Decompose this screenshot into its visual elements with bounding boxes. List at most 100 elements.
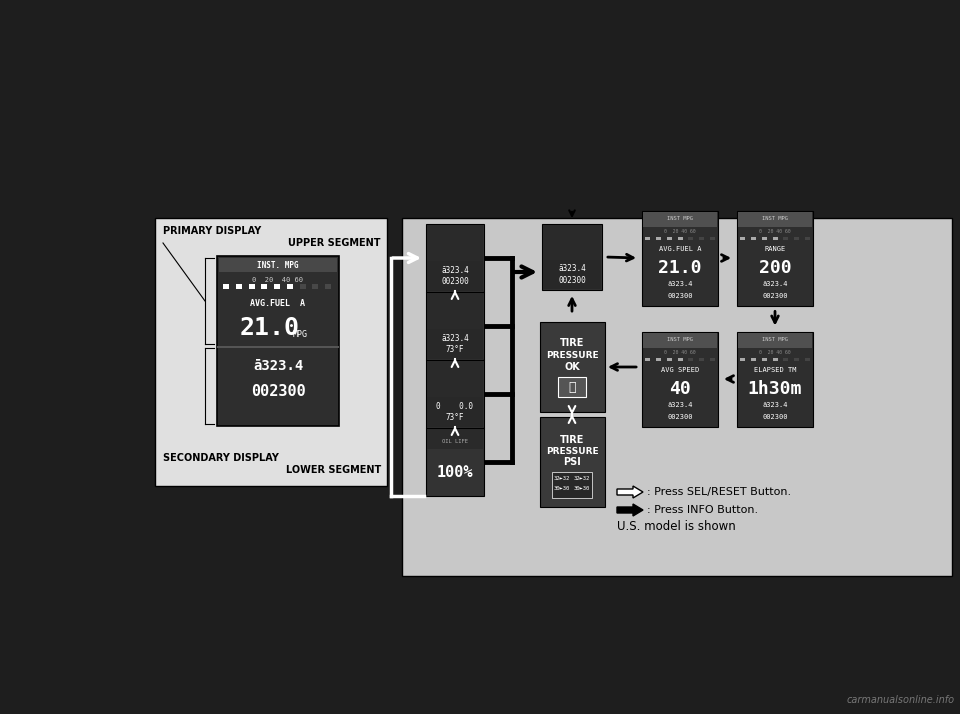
Bar: [666, 237, 672, 240]
Text: 21.0: 21.0: [659, 258, 702, 276]
Bar: [219, 258, 337, 272]
Text: TIRE: TIRE: [560, 435, 585, 445]
Bar: [427, 361, 483, 398]
Text: U.S. model is shown: U.S. model is shown: [617, 521, 735, 533]
Bar: [427, 429, 483, 449]
Text: RANGE: RANGE: [764, 246, 785, 253]
Bar: [656, 358, 660, 361]
Text: ā323.4: ā323.4: [667, 281, 693, 286]
Text: 40: 40: [669, 380, 691, 398]
Bar: [558, 377, 586, 397]
Bar: [783, 358, 788, 361]
Text: 002300: 002300: [442, 277, 468, 286]
Text: 73°F: 73°F: [445, 413, 465, 422]
Text: 002300: 002300: [667, 293, 693, 299]
Bar: [737, 331, 813, 426]
Text: 0  20 40 60: 0 20 40 60: [664, 350, 696, 355]
Text: INST MPG: INST MPG: [762, 337, 788, 342]
Text: ā323.4: ā323.4: [558, 264, 586, 273]
Text: 200: 200: [758, 258, 791, 276]
Bar: [773, 237, 778, 240]
Bar: [761, 237, 767, 240]
Bar: [805, 237, 810, 240]
Text: 002300: 002300: [251, 383, 305, 398]
Bar: [543, 261, 601, 289]
Bar: [699, 237, 705, 240]
Bar: [402, 218, 952, 576]
Text: AVG SPEED: AVG SPEED: [660, 368, 699, 373]
Text: 0  20  40 60: 0 20 40 60: [252, 277, 303, 283]
Text: LOWER SEGMENT: LOWER SEGMENT: [286, 465, 381, 475]
Bar: [155, 218, 387, 486]
Bar: [751, 358, 756, 361]
Bar: [325, 284, 331, 289]
Text: INST. MPG: INST. MPG: [257, 261, 299, 269]
Bar: [426, 224, 484, 292]
Text: 32►32: 32►32: [574, 476, 590, 481]
Bar: [699, 358, 705, 361]
Bar: [426, 428, 484, 496]
Bar: [312, 284, 319, 289]
Text: ā323.4: ā323.4: [442, 333, 468, 343]
Text: PRESSURE: PRESSURE: [545, 351, 598, 360]
Bar: [642, 331, 718, 426]
Bar: [249, 284, 254, 289]
Text: 100%: 100%: [437, 465, 473, 480]
Text: carmanualsonline.info: carmanualsonline.info: [847, 695, 955, 705]
Text: AVG.FUEL  A: AVG.FUEL A: [251, 298, 305, 308]
Bar: [751, 237, 756, 240]
Bar: [427, 398, 483, 427]
Text: TIRE: TIRE: [560, 338, 585, 348]
Text: 0  20 40 60: 0 20 40 60: [759, 229, 791, 234]
Bar: [710, 358, 715, 361]
Bar: [737, 211, 813, 306]
Text: ⎕: ⎕: [568, 381, 576, 393]
Bar: [678, 358, 683, 361]
Bar: [427, 225, 483, 263]
Text: PRIMARY DISPLAY: PRIMARY DISPLAY: [163, 226, 261, 236]
FancyArrow shape: [617, 486, 643, 498]
Text: 32►32: 32►32: [554, 476, 570, 481]
Text: 73°F: 73°F: [445, 346, 465, 354]
Bar: [710, 237, 715, 240]
Bar: [540, 417, 605, 507]
Text: 0    0.0: 0 0.0: [437, 402, 473, 411]
Text: 002300: 002300: [558, 276, 586, 285]
Text: UPPER SEGMENT: UPPER SEGMENT: [289, 238, 381, 248]
Bar: [783, 237, 788, 240]
Bar: [261, 284, 267, 289]
Text: ā323.4: ā323.4: [762, 281, 788, 286]
Text: INST MPG: INST MPG: [762, 216, 788, 221]
Bar: [540, 322, 605, 412]
Text: MPG: MPG: [293, 329, 307, 338]
Text: 21.0: 21.0: [240, 316, 300, 340]
Bar: [427, 329, 483, 359]
Bar: [738, 333, 812, 348]
Text: 30►30: 30►30: [554, 486, 570, 491]
Bar: [427, 293, 483, 331]
Text: ā323.4: ā323.4: [762, 402, 788, 408]
Text: 002300: 002300: [667, 414, 693, 420]
Bar: [552, 472, 592, 498]
Text: 002300: 002300: [762, 293, 788, 299]
Text: : Press INFO Button.: : Press INFO Button.: [647, 505, 758, 515]
Bar: [678, 237, 683, 240]
Text: SECONDARY DISPLAY: SECONDARY DISPLAY: [163, 453, 278, 463]
Text: 30►30: 30►30: [574, 486, 590, 491]
Bar: [426, 360, 484, 428]
Bar: [645, 237, 650, 240]
FancyArrow shape: [617, 504, 643, 516]
Bar: [773, 358, 778, 361]
Bar: [274, 284, 280, 289]
Text: 1h30m: 1h30m: [748, 380, 803, 398]
Bar: [643, 211, 717, 227]
Bar: [794, 237, 799, 240]
Bar: [543, 225, 601, 261]
Bar: [217, 346, 339, 348]
Text: OIL LIFE: OIL LIFE: [442, 439, 468, 444]
Bar: [666, 358, 672, 361]
Text: ELAPSED TM: ELAPSED TM: [754, 368, 796, 373]
Bar: [427, 261, 483, 291]
Bar: [223, 284, 229, 289]
Bar: [656, 237, 660, 240]
